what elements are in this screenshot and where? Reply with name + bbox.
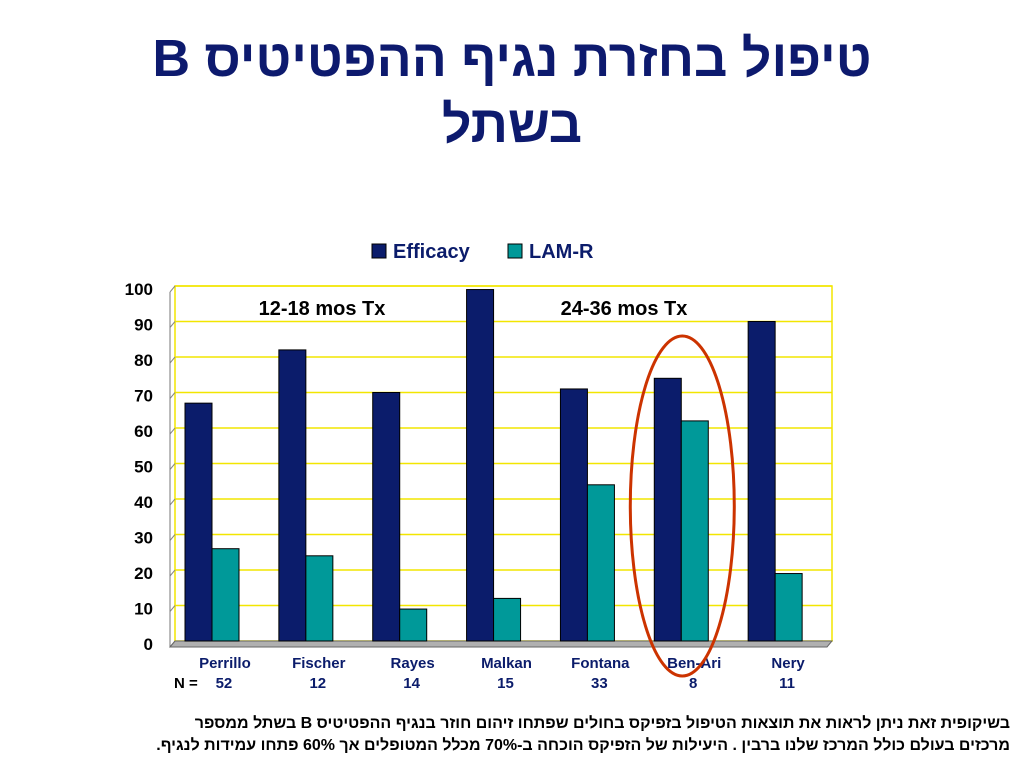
- highlight-ellipse: [628, 334, 736, 678]
- x-category-label: Ben-Ari: [667, 655, 721, 672]
- y-tick-label: 80: [134, 351, 153, 370]
- footnote: בשיקופית זאת ניתן לראות את תוצאות הטיפול…: [14, 713, 1010, 757]
- x-n-value: 8: [689, 675, 697, 692]
- legend-swatch: [507, 243, 523, 259]
- y-tick-mark: [169, 498, 176, 506]
- y-tick-mark: [169, 569, 176, 577]
- y-tick-label: 30: [134, 529, 153, 548]
- y-tick-label: 70: [134, 387, 153, 406]
- annotation-label: 24-36 mos Tx: [561, 298, 688, 320]
- footnote-line-1: בשיקופית זאת ניתן לראות את תוצאות הטיפול…: [194, 715, 1010, 732]
- bar-efficacy: [559, 388, 588, 642]
- bar-efficacy: [278, 349, 307, 642]
- bar-lam-r: [305, 555, 334, 642]
- y-tick-label: 50: [134, 458, 153, 477]
- x-category-label: Rayes: [391, 655, 435, 672]
- bar-lam-r: [493, 597, 522, 642]
- legend-swatch: [371, 243, 387, 259]
- y-tick-mark: [169, 321, 176, 328]
- slide-title-line-2: בשתל: [441, 96, 583, 154]
- footnote-line-2: מרכזים בעולם כולל המרכז שלנו ברבין . היע…: [156, 737, 1010, 754]
- legend-label: LAM-R: [529, 241, 594, 263]
- y-tick-label: 20: [134, 564, 153, 583]
- y-tick-label: 90: [134, 316, 153, 335]
- bar-lam-r: [774, 573, 803, 642]
- x-n-value: 15: [497, 675, 514, 692]
- x-category-label: Fontana: [571, 655, 630, 672]
- legend-label: Efficacy: [393, 241, 471, 263]
- bar-lam-r: [680, 420, 709, 642]
- y-tick-label: 60: [134, 422, 153, 441]
- bar-efficacy: [466, 289, 495, 642]
- x-n-value: 11: [779, 675, 795, 692]
- y-tick-mark: [169, 285, 176, 293]
- bar-lam-r: [399, 608, 428, 642]
- y-tick-label: 0: [144, 635, 153, 654]
- chart-floor: [168, 640, 834, 648]
- slide-title-line-1: טיפול בחזרת נגיף ההפטיטיס B: [152, 30, 872, 88]
- y-tick-mark: [169, 534, 176, 541]
- n-prefix-label: N =: [174, 675, 198, 692]
- y-tick-label: 40: [134, 493, 153, 512]
- bar-efficacy: [747, 321, 776, 642]
- bar-efficacy: [372, 392, 401, 642]
- x-category-label: Nery: [771, 655, 805, 672]
- bar-efficacy: [184, 402, 213, 642]
- y-tick-mark: [169, 392, 176, 399]
- bar-lam-r: [586, 484, 615, 642]
- x-n-value: 12: [309, 675, 326, 692]
- y-tick-label: 100: [125, 280, 153, 299]
- bar-lam-r: [211, 548, 240, 642]
- y-tick-mark: [169, 605, 176, 612]
- annotation-label: 12-18 mos Tx: [259, 298, 386, 320]
- x-n-value: 33: [591, 675, 608, 692]
- x-category-label: Perrillo: [199, 655, 251, 672]
- bar-efficacy: [653, 377, 682, 642]
- x-n-value: 14: [403, 675, 420, 692]
- slide-title: טיפול בחזרת נגיף ההפטיטיס B בשתל: [40, 26, 984, 158]
- y-tick-mark: [169, 463, 176, 470]
- y-tick-mark: [169, 356, 176, 364]
- x-n-value: 52: [216, 675, 233, 692]
- y-tick-mark: [169, 427, 176, 435]
- x-category-label: Malkan: [481, 655, 532, 672]
- x-category-label: Fischer: [292, 655, 346, 672]
- y-tick-label: 10: [134, 600, 153, 619]
